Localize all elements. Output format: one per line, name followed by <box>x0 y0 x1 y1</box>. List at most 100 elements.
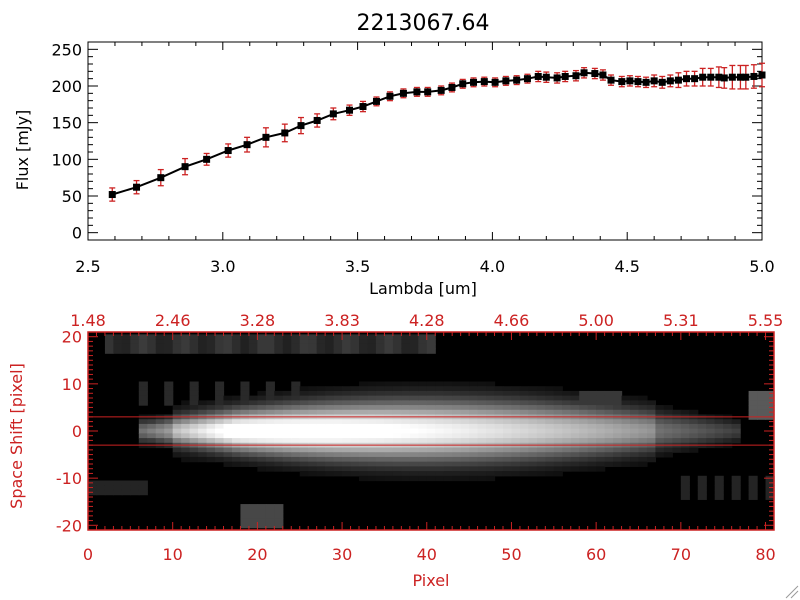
image-cell <box>316 433 326 439</box>
image-top-tick-label: 5.00 <box>578 311 614 330</box>
data-point <box>372 97 380 105</box>
image-cell <box>706 419 716 425</box>
data-point <box>607 76 615 84</box>
image-cell <box>401 447 411 453</box>
image-cell <box>359 447 369 453</box>
image-cell <box>596 461 606 467</box>
image-cell <box>604 395 614 401</box>
image-y-tick-label: -20 <box>56 516 82 535</box>
image-cell <box>621 400 631 406</box>
image-cell <box>426 409 436 416</box>
resize-grip-icon[interactable] <box>785 585 799 599</box>
image-cell <box>460 409 470 416</box>
image-cell <box>638 452 648 458</box>
image-cell <box>613 419 623 425</box>
image-cell <box>553 471 563 477</box>
data-point <box>386 92 394 100</box>
image-cell <box>215 343 225 350</box>
image-cell <box>282 339 292 345</box>
image-cell <box>265 466 275 472</box>
image-cell <box>562 466 572 472</box>
image-cell <box>291 456 301 463</box>
image-cell <box>570 419 580 425</box>
image-cell <box>630 447 640 453</box>
image-cell <box>545 461 555 467</box>
data-point <box>691 75 699 83</box>
image-cell <box>359 348 369 354</box>
image-cell <box>223 456 233 463</box>
image-cell <box>519 471 529 477</box>
image-cell <box>231 438 242 444</box>
image-cell <box>426 433 436 439</box>
image-cell <box>596 419 606 425</box>
image-cell <box>282 447 292 453</box>
image-cell <box>587 405 597 411</box>
image-cell <box>630 409 640 416</box>
image-cell <box>181 339 191 345</box>
image-cell <box>350 428 360 434</box>
image-cell <box>367 343 377 350</box>
image-cell <box>553 428 563 434</box>
image-cell <box>291 452 301 458</box>
image-cell <box>248 400 258 406</box>
spectrum-y-ticks: 0 50 100 150 200 250 <box>51 40 762 243</box>
image-cell <box>748 489 758 496</box>
image-cell <box>231 452 242 458</box>
image-cell <box>570 452 580 458</box>
image-cell <box>392 461 402 467</box>
x-axis-label: Lambda [um] <box>369 279 477 298</box>
image-cell <box>596 466 606 472</box>
image-cell <box>359 400 369 406</box>
image-cell <box>291 348 301 354</box>
image-cell <box>418 423 428 430</box>
image-cell <box>536 390 546 397</box>
image-cell <box>367 381 377 387</box>
image-cell <box>392 447 402 453</box>
image-cell <box>350 334 360 340</box>
image-cell <box>528 461 538 467</box>
image-cell <box>680 475 690 482</box>
image-cell <box>130 489 140 496</box>
data-point <box>553 74 561 82</box>
image-cell <box>714 485 724 491</box>
image-cell <box>257 419 267 425</box>
image-cell <box>655 428 665 434</box>
image-cell <box>536 423 546 430</box>
image-cell <box>138 400 148 406</box>
image-cell <box>469 409 479 416</box>
image-cell <box>299 390 309 397</box>
image-cell <box>130 480 140 486</box>
image-cell <box>689 428 699 434</box>
image-cell <box>486 456 496 463</box>
image-cell <box>206 400 216 406</box>
image-cell <box>392 348 402 354</box>
image-cell <box>325 456 335 463</box>
image-cell <box>460 466 470 472</box>
image-cell <box>570 466 580 472</box>
image-cell <box>426 386 436 392</box>
image-cell <box>325 461 335 467</box>
image-cell <box>469 423 479 430</box>
image-cell <box>435 395 445 401</box>
image-cell <box>579 461 589 467</box>
image-cell <box>638 405 648 411</box>
image-cell <box>198 438 208 444</box>
image-cell <box>257 504 267 510</box>
image-cell <box>138 428 148 434</box>
image-cell <box>486 405 496 411</box>
image-cell <box>697 428 707 434</box>
image-cell <box>350 339 360 345</box>
image-cell <box>562 409 572 416</box>
image-cell <box>494 433 504 439</box>
image-cell <box>426 447 436 453</box>
image-cell <box>367 400 377 406</box>
image-cell <box>392 423 402 430</box>
image-cell <box>274 452 284 458</box>
image-cell <box>731 433 741 439</box>
image-cell <box>240 348 250 354</box>
image-cell <box>460 423 470 430</box>
image-cell <box>367 386 377 392</box>
image-cell <box>401 390 411 397</box>
image-cell <box>291 339 301 345</box>
image-cell <box>240 508 250 515</box>
